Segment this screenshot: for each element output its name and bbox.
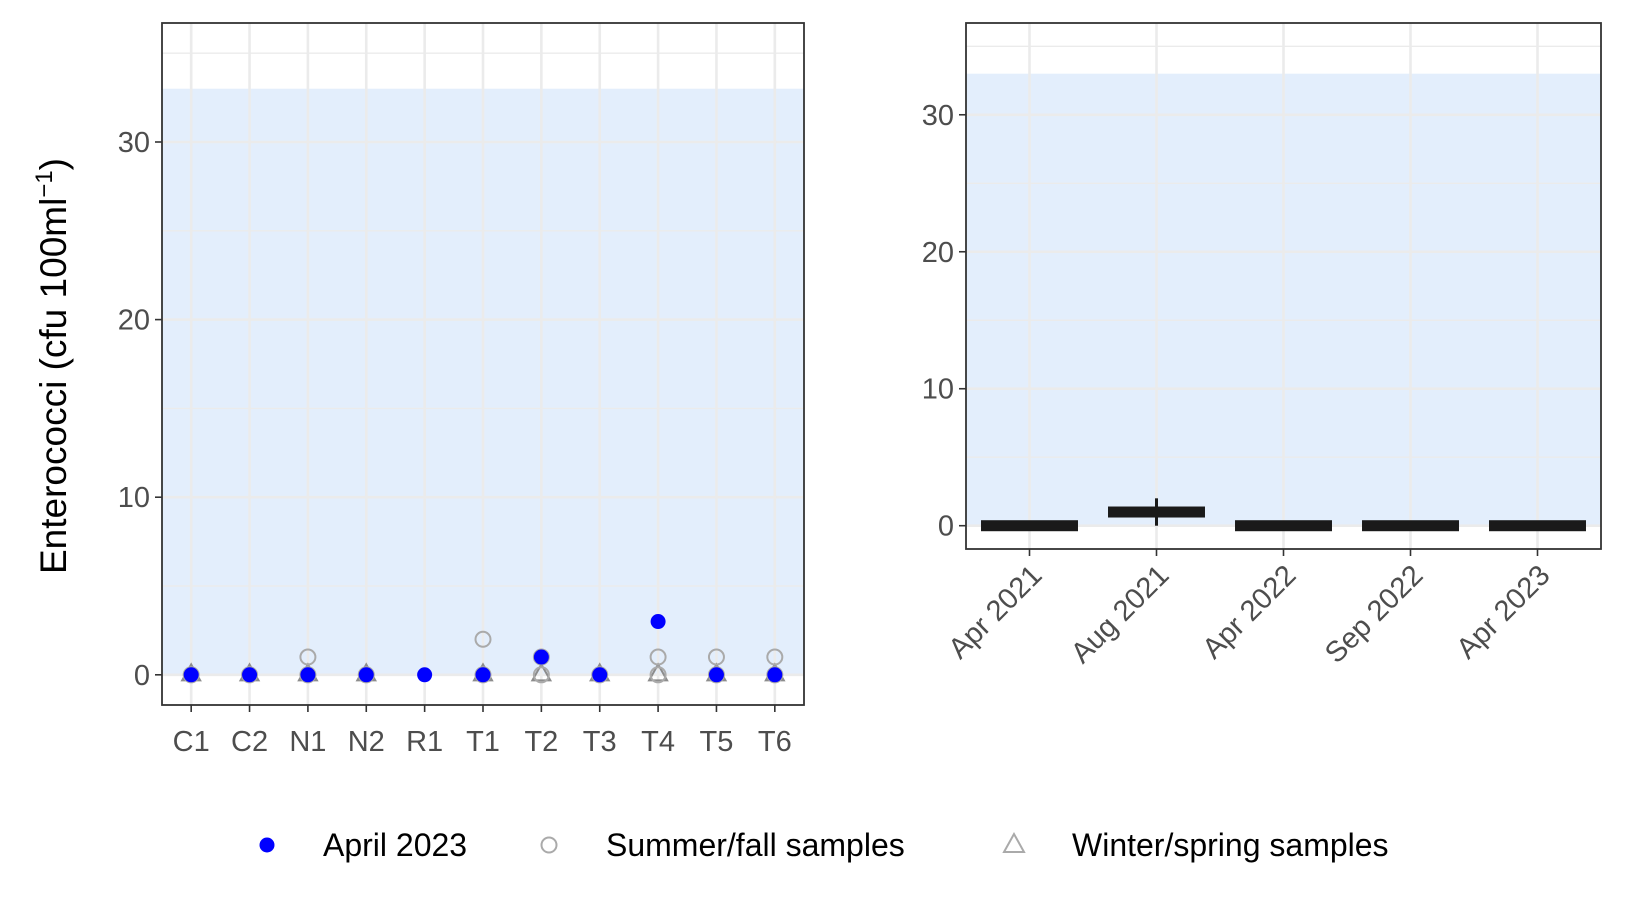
winter-spring-point	[647, 662, 669, 682]
x-tick-label: R1	[406, 726, 443, 758]
summer-fall-point	[649, 666, 667, 684]
y-tick-label: 20	[118, 305, 150, 337]
y-tick-label: 30	[922, 100, 954, 132]
april-2023-point	[592, 667, 608, 683]
y-tick-label: 10	[922, 374, 954, 406]
summer-fall-point	[299, 648, 317, 666]
april-2023-point	[417, 667, 433, 683]
april-2023-point	[183, 667, 199, 683]
y-tick-label: 0	[938, 511, 954, 543]
legend-label: Summer/fall samples	[606, 827, 905, 863]
x-tick-label: T4	[641, 726, 675, 758]
x-tick-label: Sep 2022	[1319, 559, 1429, 669]
x-tick-label: Aug 2021	[1065, 559, 1175, 669]
y-tick-label: 30	[118, 127, 150, 159]
summer-fall-point	[649, 648, 667, 666]
left-panel: 0 10 20 30 C1 C2 N1 N2 R1 T1 T2 T3 T4 T5 T6	[118, 22, 805, 758]
april-2023-point	[767, 667, 783, 683]
x-tick-label: T6	[758, 726, 792, 758]
x-tick-label: C2	[231, 726, 268, 758]
legend-key-winter-spring	[1002, 831, 1026, 853]
legend-label: April 2023	[323, 827, 467, 863]
y-axis-title: Enterococci (cfu 100ml−1)	[31, 158, 74, 574]
april-2023-point	[475, 667, 491, 683]
x-tick-label: Apr 2022	[1197, 559, 1303, 665]
y-tick-label: 0	[134, 660, 150, 692]
legend-label: Winter/spring samples	[1072, 827, 1389, 863]
summer-fall-point	[766, 648, 784, 666]
x-tick-label: T5	[700, 726, 734, 758]
winter-spring-point	[530, 662, 553, 682]
x-tick-label: N2	[348, 726, 385, 758]
april-2023-point	[708, 667, 724, 683]
x-tick-label: T3	[583, 726, 617, 758]
legend: April 2023 Summer/fall samples Winter/spri…	[259, 827, 1389, 863]
y-tick-label: 20	[922, 237, 954, 269]
summer-fall-point	[532, 666, 550, 684]
y-axis-title-close: )	[33, 158, 74, 170]
right-panel: 0 10 20 30 Apr 2021 Aug 2021 Apr 2022 Sep 2022 A…	[922, 22, 1602, 670]
y-axis-title-superscript: −1	[31, 170, 58, 197]
april-2023-point	[300, 667, 316, 683]
summer-fall-point	[474, 630, 492, 648]
april-2023-point	[533, 649, 549, 665]
right-panel-border	[965, 22, 1602, 550]
x-tick-label: Apr 2023	[1451, 559, 1557, 665]
x-tick-label: Apr 2021	[943, 559, 1049, 665]
y-axis-title-main: Enterococci (cfu 100ml	[33, 198, 74, 574]
legend-key-summer-fall	[540, 836, 558, 854]
summer-fall-point	[707, 648, 725, 666]
legend-key-april-2023	[259, 837, 275, 853]
april-2023-point	[650, 614, 666, 630]
x-tick-label: T2	[524, 726, 558, 758]
april-2023-point	[242, 667, 258, 683]
april-2023-point	[358, 667, 374, 683]
x-tick-label: N1	[289, 726, 326, 758]
x-tick-label: C1	[173, 726, 210, 758]
x-tick-label: T1	[466, 726, 500, 758]
left-panel-border	[161, 22, 805, 706]
y-tick-label: 10	[118, 482, 150, 514]
